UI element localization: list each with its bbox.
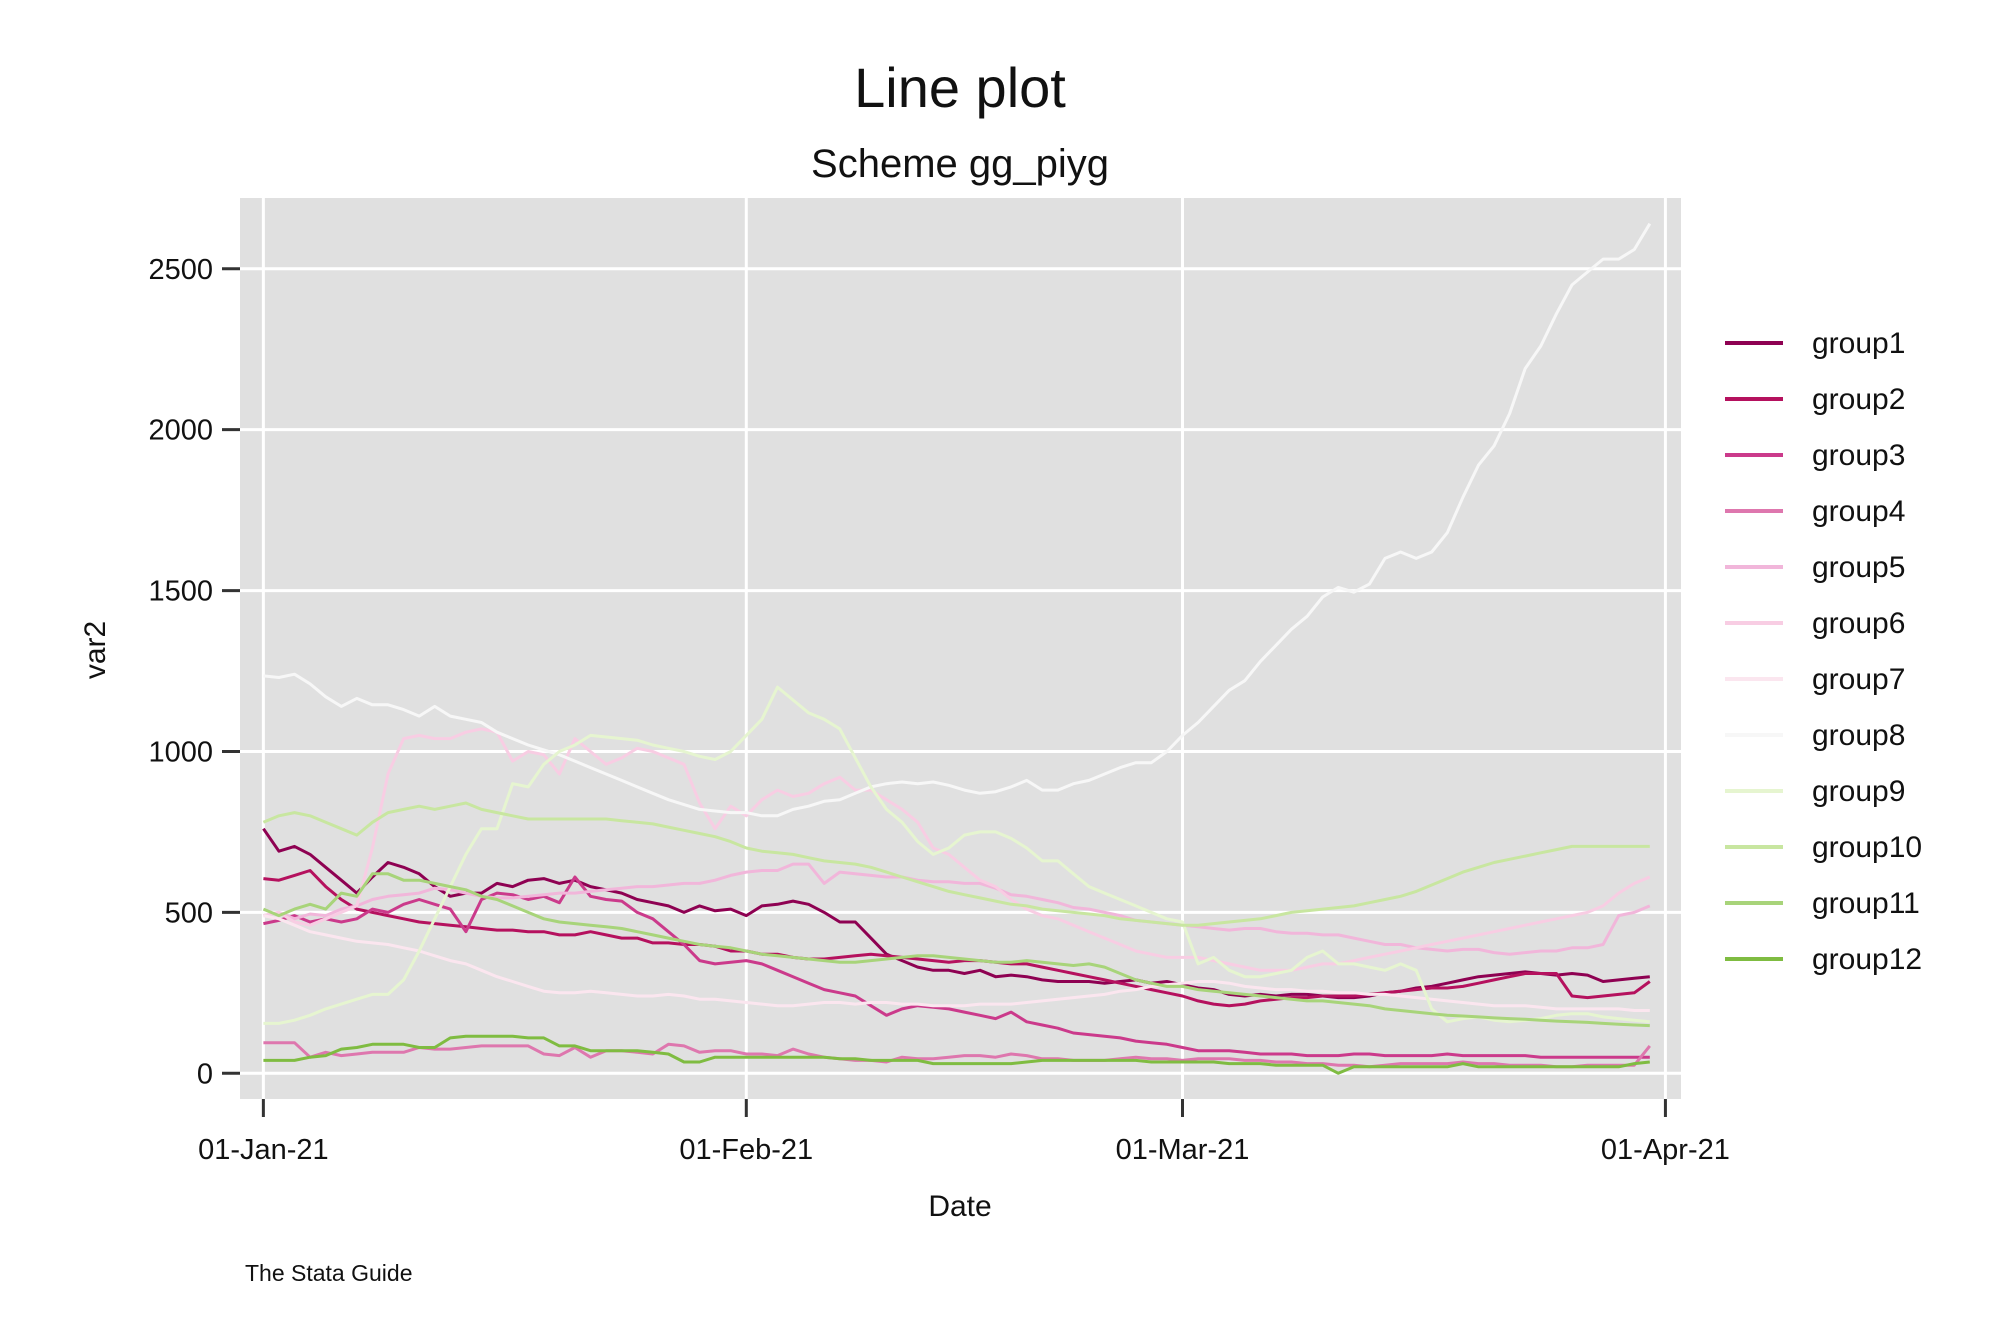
x-tick-label: 01-Jan-21 [198,1134,329,1166]
gridlines [240,198,1681,1099]
legend-label-group12: group12 [1812,943,1922,976]
x-tick-label: 01-Feb-21 [679,1134,813,1166]
series-line-group12 [263,1034,1650,1075]
series-line-group3 [263,875,1650,1059]
legend-label-group10: group10 [1812,831,1922,864]
series-line-group1 [262,827,1650,1000]
y-axis-title: var2 [79,621,112,679]
series-line-group8 [263,222,1652,818]
legend-label-group4: group4 [1812,495,1905,528]
legend-label-group8: group8 [1812,719,1905,752]
series-line-group2 [263,869,1651,1008]
y-tick-label: 0 [197,1058,213,1090]
series-line-group7 [263,914,1650,1012]
legend-label-group1: group1 [1812,327,1905,360]
legend-label-group7: group7 [1812,663,1905,696]
legend-label-group3: group3 [1812,439,1905,472]
chart-note: The Stata Guide [245,1260,413,1286]
y-tick-label: 1500 [148,576,213,608]
y-tick-label: 2000 [148,415,213,447]
legend-label-group9: group9 [1812,775,1905,808]
y-tick-label: 2500 [148,254,213,286]
x-tick-label: 01-Apr-21 [1601,1134,1730,1166]
plot-background [240,198,1681,1099]
legend-label-group2: group2 [1812,383,1905,416]
legend: group1 group2 group3 group4 group5 group6 grou… [1725,327,1922,976]
x-axis-title: Date [928,1190,991,1223]
x-tick-label: 01-Mar-21 [1116,1134,1250,1166]
series-line-group11 [262,872,1650,1028]
series-line-group10 [262,801,1650,927]
series-lines [262,222,1652,1075]
chart-title: Line plot [854,56,1066,119]
y-tick-label: 1000 [148,736,213,768]
legend-label-group11: group11 [1812,887,1920,920]
series-line-group9 [263,685,1650,1025]
y-tick-label: 500 [165,897,213,929]
legend-label-group6: group6 [1812,607,1905,640]
legend-label-group5: group5 [1812,551,1905,584]
chart-subtitle: Scheme gg_piyg [811,142,1109,186]
axes: 0 500 1000 1500 2000 2500 01-Jan-21 01-Feb-21 01… [148,254,1729,1166]
series-line-group4 [263,1041,1651,1069]
